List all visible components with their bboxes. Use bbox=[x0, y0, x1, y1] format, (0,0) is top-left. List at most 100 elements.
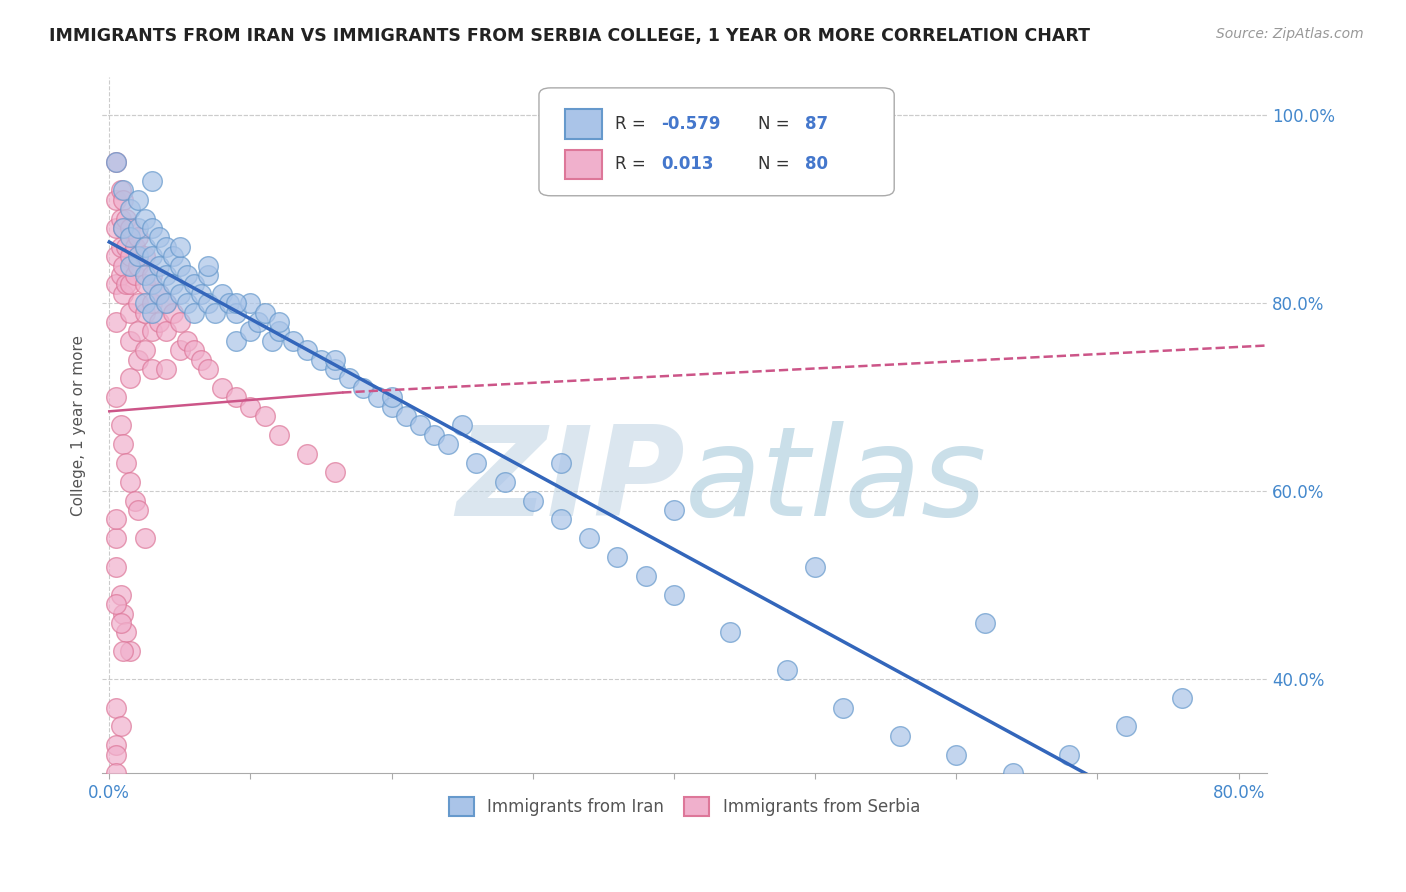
Point bbox=[323, 466, 346, 480]
Point bbox=[112, 193, 135, 207]
Point bbox=[973, 615, 995, 630]
Point bbox=[141, 305, 163, 319]
Point bbox=[550, 512, 572, 526]
Point bbox=[110, 588, 132, 602]
Text: N =: N = bbox=[758, 155, 794, 173]
Text: 0.013: 0.013 bbox=[661, 155, 714, 173]
Point bbox=[120, 277, 142, 292]
Point bbox=[169, 286, 191, 301]
Point bbox=[1227, 841, 1250, 855]
Point bbox=[381, 400, 404, 414]
Point bbox=[176, 268, 198, 282]
Point bbox=[120, 371, 142, 385]
Point bbox=[148, 315, 170, 329]
Point bbox=[662, 503, 685, 517]
Point bbox=[127, 221, 149, 235]
Point bbox=[134, 240, 156, 254]
Point bbox=[211, 286, 233, 301]
Point bbox=[211, 381, 233, 395]
Point bbox=[169, 240, 191, 254]
Point bbox=[105, 155, 128, 169]
Text: 80: 80 bbox=[804, 155, 828, 173]
Point bbox=[267, 315, 290, 329]
Point bbox=[176, 334, 198, 348]
Point bbox=[366, 390, 388, 404]
Point bbox=[127, 259, 149, 273]
Point bbox=[239, 325, 262, 339]
Text: -0.579: -0.579 bbox=[661, 115, 721, 133]
Point bbox=[323, 362, 346, 376]
Point bbox=[246, 315, 269, 329]
Point bbox=[134, 277, 156, 292]
Point bbox=[105, 390, 128, 404]
Point bbox=[662, 588, 685, 602]
Point bbox=[550, 456, 572, 470]
Point bbox=[155, 268, 177, 282]
Point bbox=[239, 400, 262, 414]
Point bbox=[127, 503, 149, 517]
Point bbox=[190, 286, 212, 301]
Point bbox=[155, 362, 177, 376]
Point bbox=[776, 663, 799, 677]
Point bbox=[105, 700, 128, 714]
Point bbox=[155, 325, 177, 339]
Point bbox=[437, 437, 460, 451]
Point bbox=[1115, 719, 1137, 733]
Point bbox=[105, 277, 128, 292]
Point bbox=[176, 296, 198, 310]
Point bbox=[105, 155, 128, 169]
Point bbox=[804, 559, 827, 574]
Point bbox=[945, 747, 967, 762]
Point bbox=[409, 418, 432, 433]
Point bbox=[169, 315, 191, 329]
Point bbox=[120, 644, 142, 658]
Point bbox=[120, 305, 142, 319]
Point bbox=[112, 437, 135, 451]
Point bbox=[141, 268, 163, 282]
Point bbox=[1171, 691, 1194, 706]
Point bbox=[197, 296, 219, 310]
FancyBboxPatch shape bbox=[565, 150, 602, 179]
Point bbox=[115, 240, 138, 254]
Point bbox=[120, 202, 142, 216]
Point bbox=[112, 221, 135, 235]
Point bbox=[127, 193, 149, 207]
Point bbox=[127, 249, 149, 263]
Point bbox=[134, 249, 156, 263]
Point bbox=[225, 390, 247, 404]
Point bbox=[105, 597, 128, 611]
FancyBboxPatch shape bbox=[538, 88, 894, 195]
Point bbox=[190, 352, 212, 367]
Point bbox=[148, 286, 170, 301]
Point bbox=[395, 409, 418, 423]
Point bbox=[124, 493, 146, 508]
Point bbox=[134, 268, 156, 282]
Point bbox=[110, 418, 132, 433]
Point bbox=[105, 512, 128, 526]
Point bbox=[465, 456, 488, 470]
Point bbox=[494, 475, 516, 489]
Point bbox=[281, 334, 304, 348]
Point bbox=[204, 305, 226, 319]
Point bbox=[105, 221, 128, 235]
Point bbox=[634, 569, 657, 583]
Point bbox=[423, 427, 446, 442]
Legend: Immigrants from Iran, Immigrants from Serbia: Immigrants from Iran, Immigrants from Se… bbox=[440, 789, 928, 824]
Point bbox=[110, 240, 132, 254]
Point bbox=[124, 240, 146, 254]
Point bbox=[352, 381, 374, 395]
Text: N =: N = bbox=[758, 115, 794, 133]
Point bbox=[105, 766, 128, 780]
Point bbox=[134, 211, 156, 226]
Point bbox=[127, 325, 149, 339]
Point bbox=[105, 747, 128, 762]
Point bbox=[110, 615, 132, 630]
Point bbox=[110, 211, 132, 226]
Point bbox=[105, 315, 128, 329]
Point bbox=[1001, 766, 1024, 780]
Point bbox=[253, 305, 276, 319]
Point bbox=[105, 738, 128, 752]
Text: ZIP: ZIP bbox=[456, 421, 685, 541]
Point bbox=[112, 644, 135, 658]
Point bbox=[115, 625, 138, 640]
